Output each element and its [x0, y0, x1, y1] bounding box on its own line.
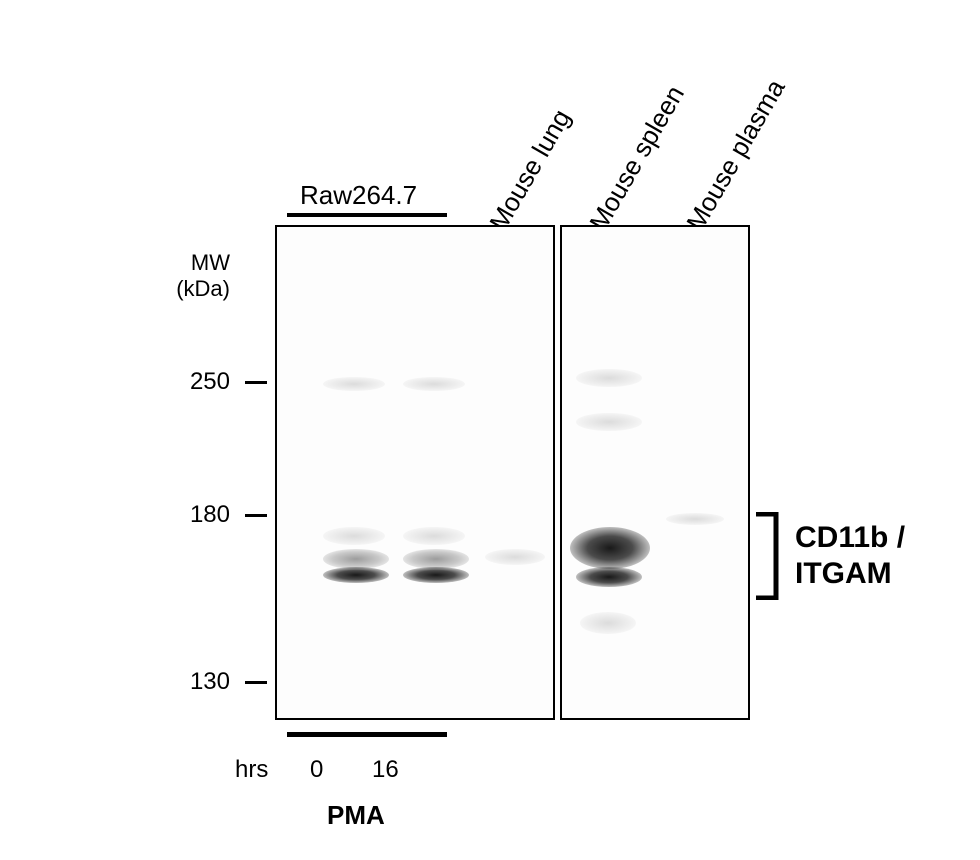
- band: [403, 567, 469, 583]
- western-blot-figure: MW (kDa) 250 180 130 Raw264.7 Mouse lung…: [0, 0, 980, 860]
- lane-label-mouse-spleen: Mouse spleen: [583, 80, 691, 236]
- band: [576, 413, 642, 431]
- lane-label-mouse-plasma: Mouse plasma: [680, 74, 791, 236]
- band: [570, 527, 650, 569]
- band: [323, 549, 389, 569]
- band: [580, 612, 636, 634]
- mw-label-130: 130: [170, 668, 230, 696]
- lane-group-label-raw: Raw264.7: [300, 180, 417, 211]
- mw-header-1: MW: [170, 250, 230, 276]
- band: [485, 549, 545, 565]
- band: [666, 513, 724, 525]
- mw-label-180: 180: [170, 501, 230, 529]
- band: [403, 527, 465, 545]
- band: [576, 369, 642, 387]
- protein-label-line1: CD11b /: [795, 521, 905, 554]
- blot-panel-left: [275, 225, 555, 720]
- mw-tick-130: [245, 681, 267, 684]
- pma-label: PMA: [327, 800, 385, 831]
- band: [576, 567, 642, 587]
- protein-label-line2: ITGAM: [795, 557, 892, 590]
- bracket-icon: [756, 512, 790, 600]
- band: [323, 527, 385, 545]
- mw-header-2: (kDa): [160, 276, 230, 302]
- pma-bar: [287, 732, 447, 737]
- mw-tick-250: [245, 381, 267, 384]
- band: [403, 549, 469, 569]
- hrs-label: hrs: [235, 756, 268, 784]
- mw-tick-180: [245, 514, 267, 517]
- band: [323, 567, 389, 583]
- lane-group-underline-raw: [287, 213, 447, 217]
- lane-label-mouse-lung: Mouse lung: [483, 104, 577, 236]
- band: [403, 377, 465, 391]
- mw-label-250: 250: [170, 368, 230, 396]
- hrs-value-16: 16: [372, 756, 399, 784]
- band: [323, 377, 385, 391]
- protein-label: CD11b / ITGAM: [795, 520, 905, 592]
- hrs-value-0: 0: [310, 756, 323, 784]
- blot-panel-right: [560, 225, 750, 720]
